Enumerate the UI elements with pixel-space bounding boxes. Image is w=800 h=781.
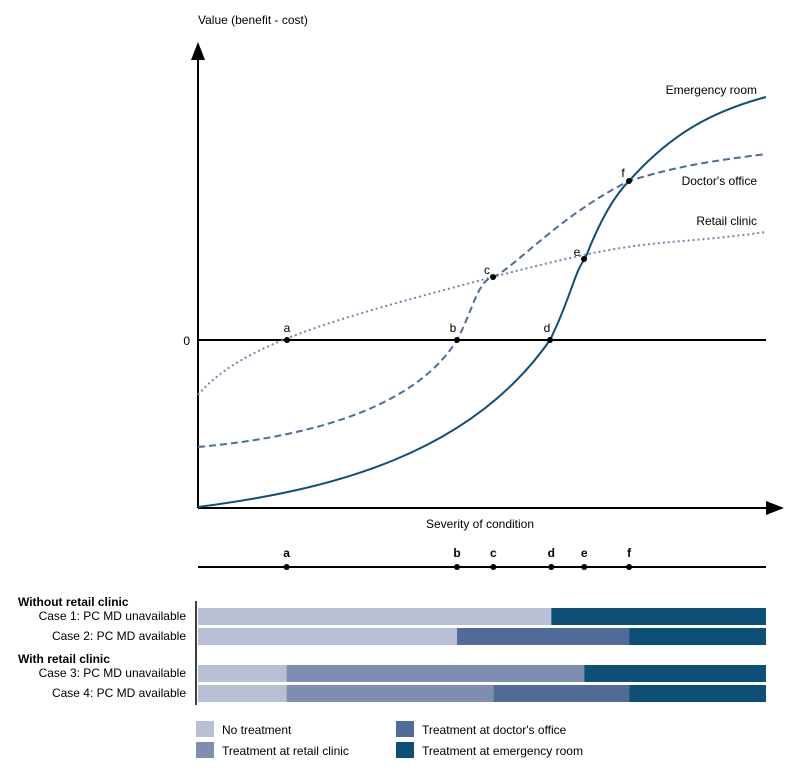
y-axis-arrowhead <box>191 42 205 60</box>
crossing-point-e-label: e <box>574 245 581 259</box>
x-axis-label: Severity of condition <box>426 517 534 531</box>
legend-label-none: No treatment <box>222 723 292 737</box>
case-4-segment-none <box>198 685 287 702</box>
scale-tick-label-d: d <box>548 546 555 560</box>
scale-tick-a <box>283 564 290 570</box>
case-1-segment-er <box>551 608 766 625</box>
zero-label: 0 <box>183 334 190 348</box>
crossing-point-a <box>284 337 290 343</box>
crossing-point-b <box>454 337 460 343</box>
scale-tick-b <box>454 564 461 570</box>
legend: No treatment Treatment at retail clinic Tr… <box>196 721 583 758</box>
severity-scale-ticks: a b c d e f <box>283 546 633 570</box>
legend-label-doctor: Treatment at doctor's office <box>422 723 567 737</box>
scale-tick-d <box>548 564 555 570</box>
legend-label-retail: Treatment at retail clinic <box>222 744 349 758</box>
case-2-segment-doctor <box>457 628 630 645</box>
scale-tick-label-b: b <box>453 546 460 560</box>
case-label-1: Case 1: PC MD unavailable <box>39 609 187 623</box>
emergency-room-curve-label: Emergency room <box>666 83 757 97</box>
doctors-office-curve <box>197 153 767 448</box>
legend-swatch-retail <box>196 742 214 758</box>
case-3-segment-none <box>198 665 287 682</box>
case-bars: Case 1: PC MD unavailable Case 2: PC MD a… <box>39 608 766 702</box>
group-title-without-retail: Without retail clinic <box>18 595 129 609</box>
case-label-4: Case 4: PC MD available <box>52 686 186 700</box>
scale-tick-label-a: a <box>283 546 290 560</box>
scale-tick-label-c: c <box>490 546 497 560</box>
crossing-point-f <box>626 178 632 184</box>
case-4-segment-er <box>629 685 766 702</box>
scale-tick-f <box>626 564 633 570</box>
case-1-segment-none <box>198 608 552 625</box>
doctors-office-curve-label: Doctor's office <box>682 174 758 188</box>
x-axis-arrowhead <box>766 501 784 515</box>
scale-tick-c <box>490 564 497 570</box>
retail-clinic-curve <box>197 231 767 396</box>
crossing-point-b-label: b <box>450 321 457 335</box>
retail-clinic-curve-label: Retail clinic <box>696 214 757 228</box>
crossing-point-d-label: d <box>544 321 551 335</box>
case-2-segment-none <box>198 628 458 645</box>
group-title-with-retail: With retail clinic <box>18 652 110 666</box>
y-axis-label: Value (benefit - cost) <box>198 13 308 27</box>
crossing-point-e <box>581 256 587 262</box>
scale-tick-label-e: e <box>581 546 588 560</box>
case-3-segment-er <box>584 665 766 682</box>
case-3-segment-retail <box>286 665 585 682</box>
case-label-2: Case 2: PC MD available <box>52 629 186 643</box>
crossing-point-d <box>547 337 553 343</box>
crossing-point-f-label: f <box>621 166 625 180</box>
legend-swatch-er <box>396 742 414 758</box>
scale-tick-label-f: f <box>627 546 632 560</box>
legend-label-er: Treatment at emergency room <box>422 744 583 758</box>
case-4-segment-doctor <box>493 685 630 702</box>
case-2-segment-er <box>629 628 766 645</box>
legend-swatch-none <box>196 721 214 737</box>
crossing-point-c <box>490 274 496 280</box>
scale-tick-e <box>581 564 588 570</box>
crossing-point-a-label: a <box>284 321 291 335</box>
emergency-room-curve <box>197 96 767 508</box>
crossing-points: a b c d e f <box>284 166 632 343</box>
crossing-point-c-label: c <box>484 263 490 277</box>
legend-swatch-doctor <box>396 721 414 737</box>
case-4-segment-retail <box>286 685 494 702</box>
case-label-3: Case 3: PC MD unavailable <box>39 666 187 680</box>
